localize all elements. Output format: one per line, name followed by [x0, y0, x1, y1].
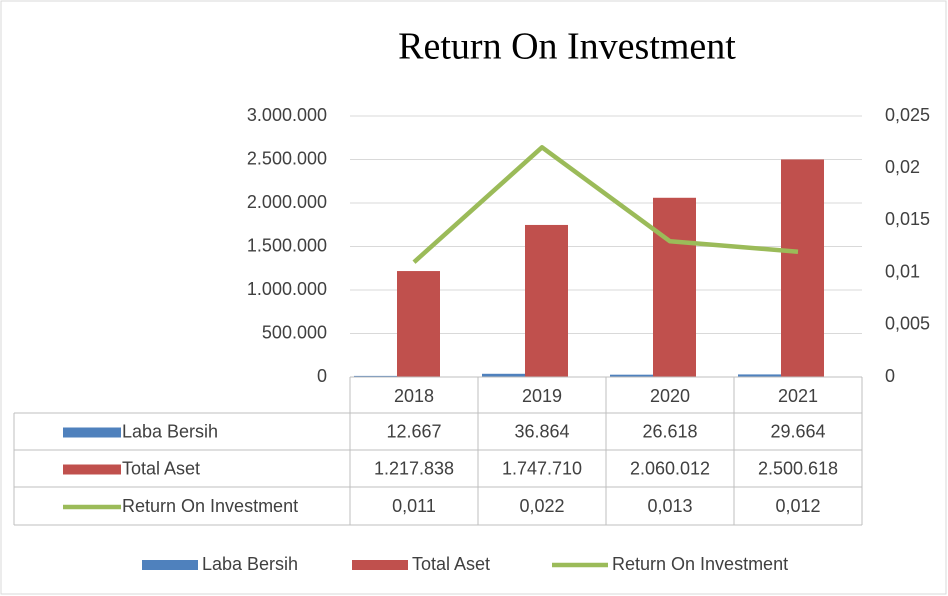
- x-tick-label: 2019: [522, 386, 562, 406]
- bar: [482, 373, 525, 377]
- y2-tick-label: 0,025: [885, 105, 930, 125]
- y2-tick-label: 0: [885, 366, 895, 386]
- y-tick-label: 3.000.000: [247, 105, 327, 125]
- table-cell: 29.664: [770, 421, 825, 441]
- legend-label: Total Aset: [412, 554, 490, 574]
- y-tick-label: 2.000.000: [247, 192, 327, 212]
- bar: [653, 197, 696, 377]
- table-row-label: Return On Investment: [122, 496, 298, 516]
- table-cell: 0,012: [775, 496, 820, 516]
- table-cell: 1.747.710: [502, 458, 582, 478]
- legend-label: Return On Investment: [612, 554, 788, 574]
- bar: [354, 375, 397, 377]
- table-cell: 26.618: [642, 421, 697, 441]
- legend-key: [352, 560, 408, 570]
- y-tick-label: 1.000.000: [247, 279, 327, 299]
- bar: [525, 224, 568, 377]
- table-cell: 36.864: [514, 421, 569, 441]
- table-cell: 2.060.012: [630, 458, 710, 478]
- table-cell: 0,022: [519, 496, 564, 516]
- bar: [397, 271, 440, 377]
- table-cell: 0,011: [392, 496, 436, 516]
- table-row-label: Total Aset: [122, 458, 200, 478]
- line: [412, 145, 799, 264]
- bar: [781, 159, 824, 377]
- legend-key: [63, 427, 121, 438]
- x-tick-label: 2021: [778, 386, 818, 406]
- table-row-label: Laba Bersih: [122, 421, 218, 441]
- table-cell: 2.500.618: [758, 458, 838, 478]
- table-cell: 12.667: [386, 421, 441, 441]
- x-tick-label: 2018: [394, 386, 434, 406]
- chart-title: Return On Investment: [398, 26, 736, 68]
- y2-tick-label: 0,01: [885, 261, 920, 281]
- x-tick-label: 2020: [650, 386, 690, 406]
- legend-key: [142, 560, 198, 570]
- legend-key: [63, 464, 121, 475]
- y2-tick-label: 0,015: [885, 209, 930, 229]
- bar: [610, 374, 653, 377]
- table-cell: 0,013: [647, 496, 692, 516]
- y2-tick-label: 0,02: [885, 157, 920, 177]
- y-tick-label: 500.000: [262, 322, 327, 342]
- table-cell: 1.217.838: [374, 458, 454, 478]
- y-tick-label: 1.500.000: [247, 235, 327, 255]
- y-tick-label: 0: [317, 366, 327, 386]
- y2-tick-label: 0,005: [885, 314, 930, 334]
- y-tick-label: 2.500.000: [247, 148, 327, 168]
- bar: [738, 374, 781, 377]
- legend-label: Laba Bersih: [202, 554, 298, 574]
